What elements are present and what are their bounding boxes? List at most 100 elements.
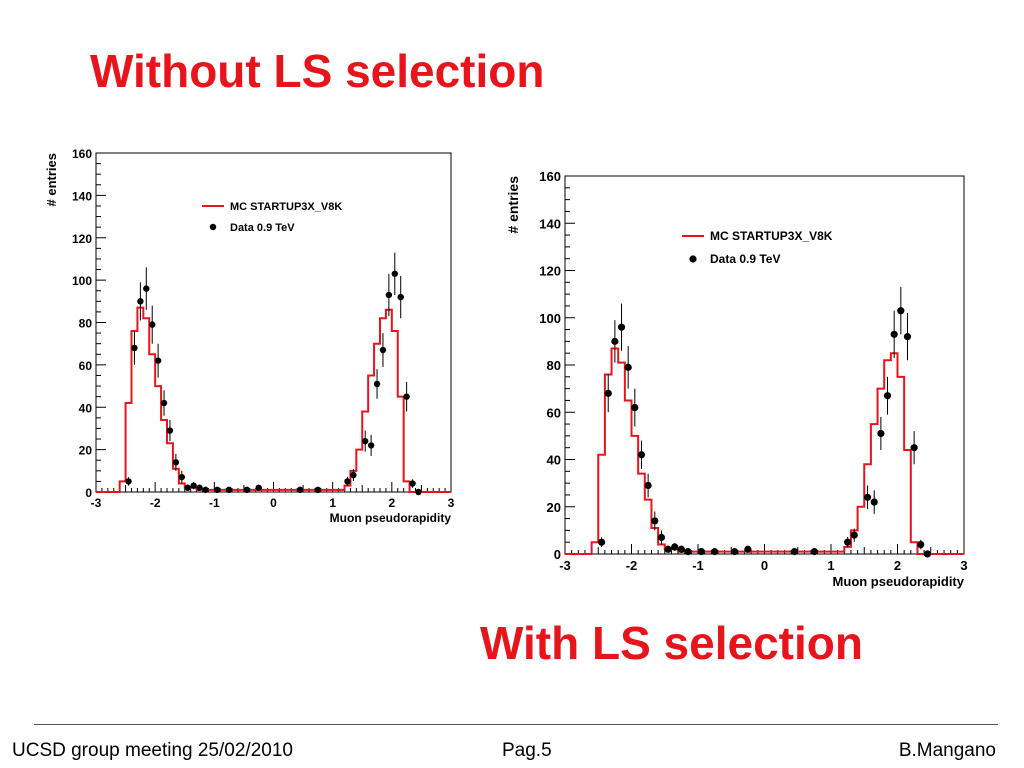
x-axis-label: Muon pseudorapidity: [833, 574, 965, 589]
legend-data-marker: [689, 255, 697, 263]
data-point: [379, 346, 387, 354]
data-point: [131, 344, 138, 352]
data-point: [597, 538, 606, 546]
data-point: [617, 323, 626, 331]
legend-mc-label: MC STARTUP3X_V8K: [710, 229, 833, 243]
data-point: [604, 389, 612, 397]
data-point: [385, 291, 393, 299]
data-point: [897, 307, 905, 315]
data-point: [697, 548, 705, 556]
data-point: [202, 486, 209, 494]
y-tick-label: 20: [547, 500, 561, 515]
data-point: [790, 548, 799, 556]
data-point: [651, 517, 659, 525]
x-tick-label: -2: [150, 496, 161, 510]
x-tick-label: -1: [209, 496, 220, 510]
data-point: [172, 459, 180, 466]
y-tick-label: 140: [72, 189, 92, 203]
data-point: [711, 548, 719, 556]
data-point: [397, 293, 404, 301]
data-point: [883, 392, 892, 400]
data-point: [730, 548, 739, 556]
y-tick-label: 160: [72, 147, 92, 161]
y-tick-label: 60: [79, 359, 93, 373]
data-point: [744, 545, 752, 553]
mc-histogram-line: [96, 306, 451, 493]
x-tick-label: 2: [894, 558, 901, 573]
data-point: [403, 393, 410, 400]
data-point: [255, 484, 262, 491]
data-point: [677, 545, 685, 553]
data-point: [137, 298, 144, 305]
data-point: [350, 471, 357, 479]
x-axis-label: Muon pseudorapidity: [330, 511, 452, 525]
data-point: [611, 337, 619, 345]
y-tick-label: 40: [547, 453, 561, 468]
slide-title-bottom: With LS selection: [480, 617, 863, 669]
data-point: [296, 486, 304, 494]
mc-histogram-line: [565, 347, 964, 555]
footer-page-number: Pag.5: [502, 740, 552, 761]
data-point: [196, 484, 203, 491]
x-tick-label: 1: [329, 496, 336, 510]
x-tick-label: -3: [559, 558, 571, 573]
y-tick-label: 40: [79, 401, 93, 415]
data-point: [917, 540, 925, 549]
y-tick-label: 120: [539, 264, 561, 279]
data-point: [671, 543, 679, 551]
x-tick-label: -3: [91, 496, 102, 510]
legend-data-label: Data 0.9 TeV: [710, 252, 780, 266]
slide-title-top: Without LS selection: [90, 45, 545, 97]
data-point: [154, 357, 162, 364]
data-point: [870, 498, 878, 506]
data-point: [637, 451, 646, 459]
data-point: [178, 473, 185, 481]
y-axis-label: # entries: [505, 176, 521, 234]
x-tick-label: 2: [388, 496, 395, 510]
data-point: [225, 486, 233, 494]
y-tick-label: 60: [547, 405, 561, 420]
data-point: [877, 429, 885, 438]
data-point: [125, 478, 132, 485]
footer-divider: [34, 724, 998, 725]
y-tick-label: 0: [85, 486, 92, 500]
x-tick-label: 1: [827, 558, 834, 573]
x-tick-label: 3: [448, 496, 455, 510]
data-point: [890, 330, 898, 338]
footer-author: B.Mangano: [898, 740, 996, 761]
y-tick-label: 20: [79, 444, 93, 458]
data-point: [415, 488, 422, 496]
legend-data-marker: [209, 223, 217, 231]
x-tick-label: -1: [692, 558, 704, 573]
y-tick-label: 100: [72, 274, 92, 288]
data-point: [344, 478, 351, 485]
data-point: [624, 363, 632, 371]
data-point: [631, 403, 639, 412]
legend-data-label: Data 0.9 TeV: [230, 222, 295, 234]
data-point: [367, 442, 375, 449]
x-tick-label: 0: [270, 496, 277, 510]
data-point: [644, 481, 652, 490]
data-point: [314, 486, 322, 494]
y-tick-label: 0: [554, 547, 561, 562]
legend-mc-label: MC STARTUP3X_V8K: [230, 201, 342, 213]
x-tick-label: 3: [960, 558, 967, 573]
y-tick-label: 120: [72, 232, 92, 246]
y-tick-label: 80: [79, 317, 93, 331]
data-point: [214, 486, 221, 494]
data-point: [149, 321, 156, 328]
data-point: [923, 550, 932, 558]
data-point: [684, 548, 692, 556]
data-point: [184, 484, 191, 491]
data-point: [373, 380, 381, 388]
data-point: [243, 486, 251, 494]
data-point: [391, 270, 398, 277]
data-point: [166, 427, 174, 434]
y-tick-label: 160: [539, 169, 561, 184]
data-point: [409, 480, 416, 487]
data-point: [910, 444, 918, 452]
data-point: [844, 538, 852, 546]
data-point: [362, 437, 369, 445]
